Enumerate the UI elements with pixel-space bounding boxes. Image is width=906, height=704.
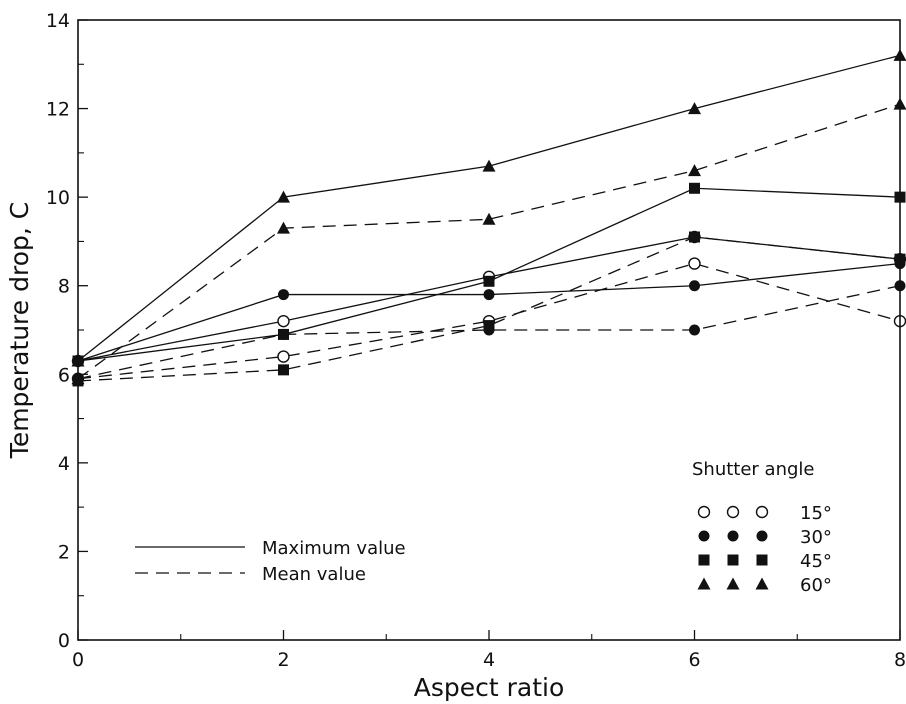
data-point-5-3 <box>689 231 700 243</box>
data-point-2-1 <box>278 289 289 301</box>
data-point-1-3 <box>688 257 701 270</box>
y-tick-label-6: 12 <box>46 99 70 121</box>
y-tick-label-5: 10 <box>46 187 70 209</box>
y-axis-title: Temperature drop, C <box>5 202 34 459</box>
data-point-7-3 <box>688 164 701 177</box>
data-point-1-1 <box>277 350 290 363</box>
data-point-4-3 <box>689 182 700 194</box>
legend-marker-2-1 <box>727 554 739 566</box>
legend-marker-1-1 <box>727 530 739 542</box>
data-point-7-2 <box>482 212 496 225</box>
data-point-5-2 <box>483 320 495 332</box>
x-tick-label-4: 8 <box>894 649 906 671</box>
legend-angle-label-0: 15° <box>800 503 832 524</box>
data-point-0-1 <box>277 314 290 328</box>
marker-legend-title: Shutter angle <box>692 459 815 480</box>
legend-marker-3-1 <box>726 577 740 590</box>
y-tick-label-1: 2 <box>58 541 70 563</box>
axes: 0 2 4 6 8 10 12 14 0 2 4 6 8 Aspect ratio Temperature … <box>5 10 906 702</box>
series-line-1 <box>77 262 901 380</box>
legend-marker-2-0 <box>698 554 710 566</box>
y-tick-label-7: 14 <box>46 10 70 32</box>
series-line-7 <box>77 103 901 380</box>
y-tick-label-0: 0 <box>58 630 70 652</box>
legend-marker-3-0 <box>697 577 711 590</box>
series-7 <box>71 97 906 385</box>
y-tick-label-4: 8 <box>58 276 70 298</box>
legend-marker-2-2 <box>756 554 768 566</box>
data-point-7-1 <box>277 221 290 234</box>
data-point-6-2 <box>482 159 496 172</box>
data-point-2-2 <box>483 289 495 301</box>
legend-angle-label-3: 60° <box>800 575 832 596</box>
data-point-4-2 <box>483 275 495 287</box>
x-tick-label-0: 0 <box>72 649 84 671</box>
legend-marker-3-2 <box>755 577 769 590</box>
x-tick-label-1: 2 <box>277 649 289 671</box>
data-point-6-1 <box>277 190 290 203</box>
series-line-5 <box>77 236 901 382</box>
legend-marker-0-0 <box>697 505 711 519</box>
x-axis-title: Aspect ratio <box>414 673 565 702</box>
series-layer <box>71 48 906 387</box>
legend-angle-label-1: 30° <box>800 527 832 548</box>
legend-angle-label-2: 45° <box>800 551 832 572</box>
x-tick-label-3: 6 <box>688 649 700 671</box>
series-5 <box>72 231 906 387</box>
y-tick-label-2: 4 <box>58 453 70 475</box>
legend-label-solid: Maximum value <box>262 538 406 559</box>
data-point-4-1 <box>278 328 289 340</box>
legend-marker-0-1 <box>726 505 740 519</box>
data-point-3-3 <box>689 324 700 336</box>
legend: Maximum value Mean value Shutter angle 15° 3… <box>135 459 832 596</box>
legend-marker-1-0 <box>698 530 710 542</box>
x-tick-label-2: 4 <box>483 649 495 671</box>
data-point-5-1 <box>278 364 289 376</box>
y-tick-label-3: 6 <box>58 364 70 386</box>
data-point-2-3 <box>689 280 700 292</box>
legend-label-dashed: Mean value <box>262 564 366 585</box>
data-point-6-3 <box>688 102 701 115</box>
legend-marker-1-2 <box>756 530 768 542</box>
legend-marker-0-2 <box>755 505 769 519</box>
